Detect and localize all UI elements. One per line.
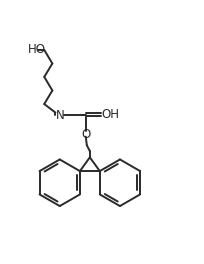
Text: OH: OH xyxy=(102,108,120,121)
Text: HO: HO xyxy=(28,44,46,56)
Text: N: N xyxy=(56,109,65,122)
Text: O: O xyxy=(81,128,90,140)
